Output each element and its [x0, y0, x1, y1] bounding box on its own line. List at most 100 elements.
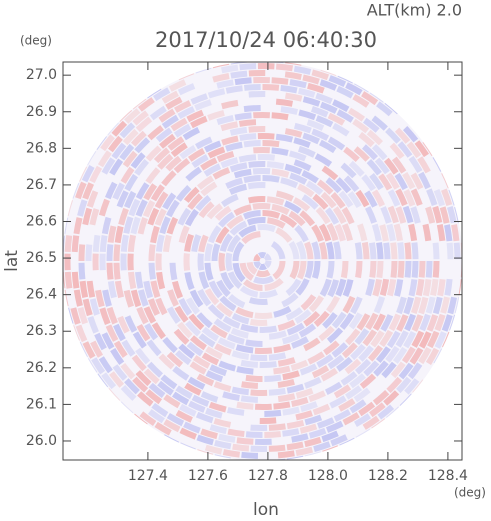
echo-cell [114, 280, 124, 299]
echo-cell [363, 117, 380, 133]
echo-cell [390, 242, 398, 260]
echo-cell [201, 352, 220, 366]
echo-cell [281, 292, 299, 308]
echo-cell [79, 341, 88, 357]
echo-cell [134, 413, 148, 425]
echo-cell [277, 393, 296, 403]
echo-cell [345, 82, 363, 96]
echo-cell [225, 85, 243, 94]
echo-cell [247, 182, 266, 190]
echo-cell [120, 401, 134, 414]
echo-cell [166, 306, 181, 324]
echo-cell [379, 224, 389, 242]
echo-cell [268, 423, 286, 431]
y-tick-label: 26.4 [26, 287, 57, 303]
echo-cell [116, 190, 129, 208]
echo-cell [264, 374, 282, 382]
echo-cell [147, 125, 164, 141]
echo-cell [212, 167, 231, 180]
echo-cell [122, 150, 138, 168]
echo-cell [355, 428, 371, 438]
echo-cell [326, 420, 344, 433]
x-unit: (deg) [454, 486, 486, 500]
echo-cell [197, 253, 205, 271]
echo-cell [288, 210, 306, 227]
echo-cell [320, 191, 337, 209]
echo-cell [195, 136, 213, 150]
echo-cell [119, 122, 136, 139]
echo-cell [220, 121, 239, 132]
echo-cell [203, 163, 222, 177]
echo-cell [206, 203, 223, 220]
echo-cell [302, 74, 320, 85]
echo-cell [338, 190, 354, 208]
echo-cell [177, 106, 195, 119]
echo-cell [279, 213, 298, 228]
echo-cell [293, 137, 311, 148]
echo-cell [210, 324, 228, 339]
echo-cell [245, 339, 263, 348]
echo-cell [226, 333, 245, 345]
echo-cell [403, 296, 414, 315]
echo-cell [285, 278, 302, 296]
echo-cell [154, 191, 169, 209]
echo-cell [298, 87, 316, 98]
echo-cell [150, 280, 161, 298]
echo-cell [98, 198, 110, 217]
echo-cell [155, 297, 168, 316]
echo-cell [436, 224, 446, 242]
echo-cell [99, 253, 106, 271]
echo-cell [162, 337, 178, 354]
echo-cell [241, 451, 258, 459]
echo-cell [185, 297, 200, 315]
echo-cell [204, 288, 220, 306]
echo-cell [298, 145, 316, 158]
echo-cell [147, 88, 162, 99]
echo-cell [426, 314, 439, 332]
echo-cell [200, 181, 218, 197]
echo-cell [232, 262, 246, 283]
echo-cell [123, 216, 134, 234]
echo-cell [185, 320, 201, 337]
echo-cell [303, 337, 321, 352]
echo-cell [426, 188, 438, 206]
echo-cell [163, 234, 172, 253]
echo-cell [165, 155, 182, 172]
echo-cell [453, 242, 461, 260]
echo-cell [158, 353, 175, 370]
echo-cell [381, 361, 397, 379]
echo-cell [213, 318, 232, 333]
echo-cell [317, 179, 334, 195]
echo-cell [164, 434, 180, 443]
y-tick-label: 26.7 [26, 177, 57, 193]
y-axis-label: lat [2, 250, 22, 272]
echo-cell [113, 323, 126, 342]
echo-cell [320, 101, 338, 114]
echo-cell [284, 163, 303, 175]
echo-cell [404, 261, 412, 278]
echo-cell [209, 364, 227, 377]
echo-cell [253, 253, 261, 261]
echo-cell [371, 418, 386, 429]
echo-cell [386, 406, 399, 418]
echo-cell [127, 234, 136, 252]
echo-cell [289, 150, 307, 162]
echo-cell [163, 394, 181, 409]
echo-cell [335, 278, 347, 297]
echo-cell [205, 370, 224, 383]
echo-cell [434, 313, 446, 332]
echo-cell [358, 401, 376, 417]
echo-cell [380, 206, 392, 224]
echo-cell [364, 190, 378, 208]
echo-cell [81, 165, 95, 183]
echo-cell [432, 242, 440, 260]
echo-cell [121, 339, 136, 357]
echo-cell [252, 167, 271, 175]
echo-cell [124, 108, 141, 124]
echo-cell [190, 93, 208, 105]
echo-cell [112, 364, 128, 381]
echo-cell [209, 424, 227, 435]
echo-cell [353, 146, 370, 162]
echo-cell [376, 101, 393, 117]
echo-cell [338, 398, 356, 412]
